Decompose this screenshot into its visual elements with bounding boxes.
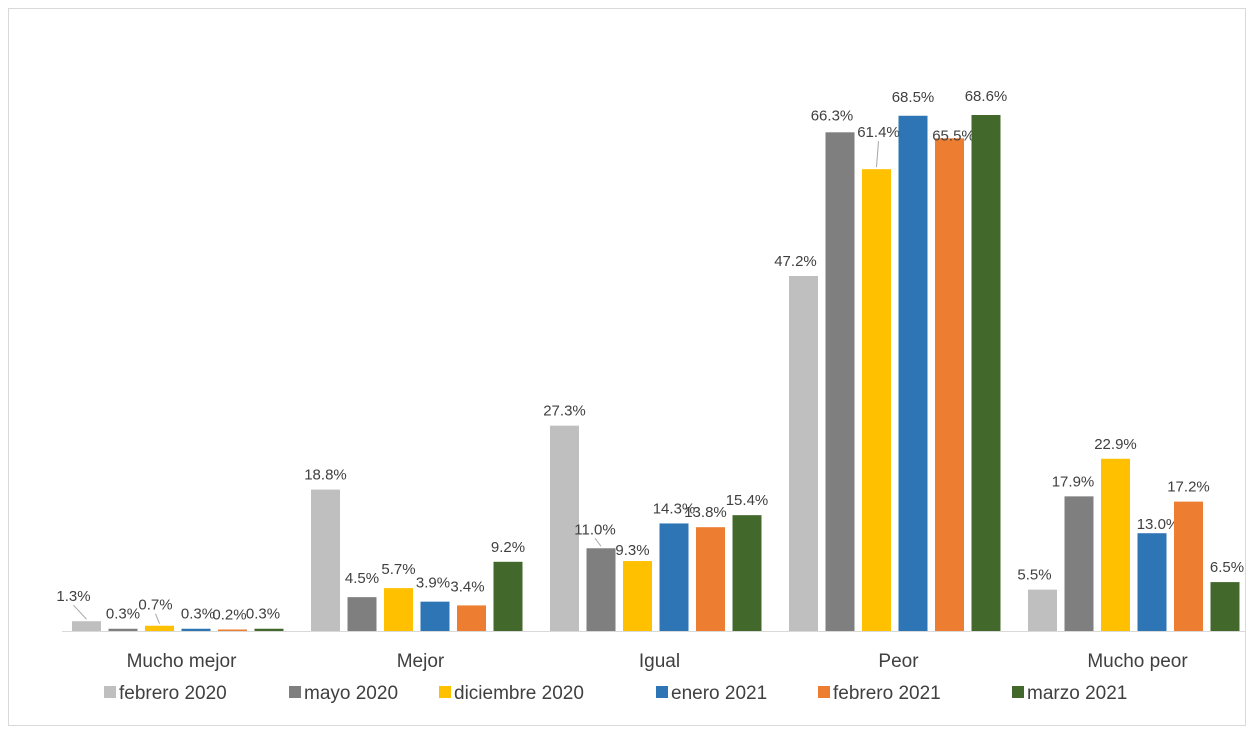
bar-1-2 [384,588,413,631]
bar-3-0 [789,275,818,631]
bar-0-3 [181,628,211,631]
data-label-2-4: 13.8% [684,504,727,521]
data-label-1-2: 5.7% [381,561,415,578]
data-label-0-1: 0.3% [106,606,140,623]
bar-0-4 [218,629,247,631]
legend-swatch [1012,686,1024,698]
bar-0-5 [254,628,284,631]
leader-line-3-2 [876,141,879,168]
bar-3-4 [935,138,964,631]
category-label: Mucho peor [1087,651,1188,672]
category-label: Mejor [397,651,445,672]
bar-1-0 [311,489,340,631]
bar-4-3 [1137,533,1167,631]
bar-1-3 [420,601,450,631]
data-label-3-1: 66.3% [811,107,854,124]
data-label-2-0: 27.3% [543,403,586,420]
data-label-0-4: 0.2% [212,606,246,623]
data-label-1-1: 4.5% [345,570,379,587]
legend-label: mayo 2020 [304,683,398,704]
bar-4-0 [1028,589,1057,631]
bar-3-1 [825,132,855,631]
legend-label: marzo 2021 [1027,683,1127,704]
bar-0-1 [108,628,138,631]
data-label-3-5: 68.6% [965,88,1008,105]
bar-1-4 [457,605,486,631]
data-label-0-5: 0.3% [246,606,280,623]
bar-3-5 [971,115,1001,632]
data-label-2-3: 14.3% [653,500,696,517]
leader-line-2-1 [594,537,602,547]
legend-swatch [104,686,116,698]
data-label-4-3: 13.0% [1137,516,1180,533]
bar-2-0 [550,425,579,631]
data-label-3-0: 47.2% [774,253,817,270]
data-label-4-1: 17.9% [1052,473,1095,490]
legend-label: febrero 2020 [119,683,227,704]
legend-label: febrero 2021 [833,683,941,704]
data-label-4-2: 22.9% [1094,436,1137,453]
bar-3-2 [862,169,891,631]
legend-swatch [656,686,668,698]
bar-3-3 [898,115,928,632]
bar-0-0 [72,621,101,631]
data-label-0-0: 1.3% [56,588,90,605]
bar-0-2 [145,625,174,631]
data-label-1-0: 18.8% [304,467,347,484]
bar-2-4 [696,527,725,631]
legend: febrero 2020 mayo 2020 diciembre 2020 enero… [104,683,1127,704]
data-label-2-1: 11.0% [574,521,615,538]
data-label-4-4: 17.2% [1167,479,1210,496]
bar-4-4 [1174,501,1203,631]
bar-2-2 [623,561,652,631]
bar-4-5 [1210,582,1240,631]
data-label-4-0: 5.5% [1017,567,1051,584]
data-label-4-5: 6.5% [1210,559,1244,576]
data-label-2-2: 9.3% [615,542,649,559]
legend-label: diciembre 2020 [454,683,584,704]
leader-line-0-2 [155,613,160,624]
category-label: Peor [878,651,919,672]
legend-swatch [818,686,830,698]
bar-2-1 [586,548,616,631]
leader-line-0-0 [73,604,87,620]
bar-4-2 [1101,458,1130,631]
data-label-2-5: 15.4% [726,492,769,509]
data-label-0-3: 0.3% [181,606,215,623]
legend-swatch [289,686,301,698]
category-label: Igual [639,651,680,672]
bar-4-1 [1064,496,1094,631]
legend-label: enero 2021 [671,683,767,704]
data-label-1-5: 9.2% [491,539,525,556]
bar-2-5 [732,515,762,631]
data-label-1-4: 3.4% [450,578,484,595]
legend-swatch [439,686,451,698]
category-label: Mucho mejor [127,651,237,672]
bar-1-5 [493,561,523,631]
data-label-3-4: 65.5% [932,127,975,144]
data-label-3-2: 61.4% [857,124,900,141]
bar-1-1 [347,597,377,631]
data-label-0-2: 0.7% [138,597,172,614]
data-label-3-3: 68.5% [892,89,935,106]
bar-2-3 [659,523,689,631]
data-label-1-3: 3.9% [416,575,450,592]
